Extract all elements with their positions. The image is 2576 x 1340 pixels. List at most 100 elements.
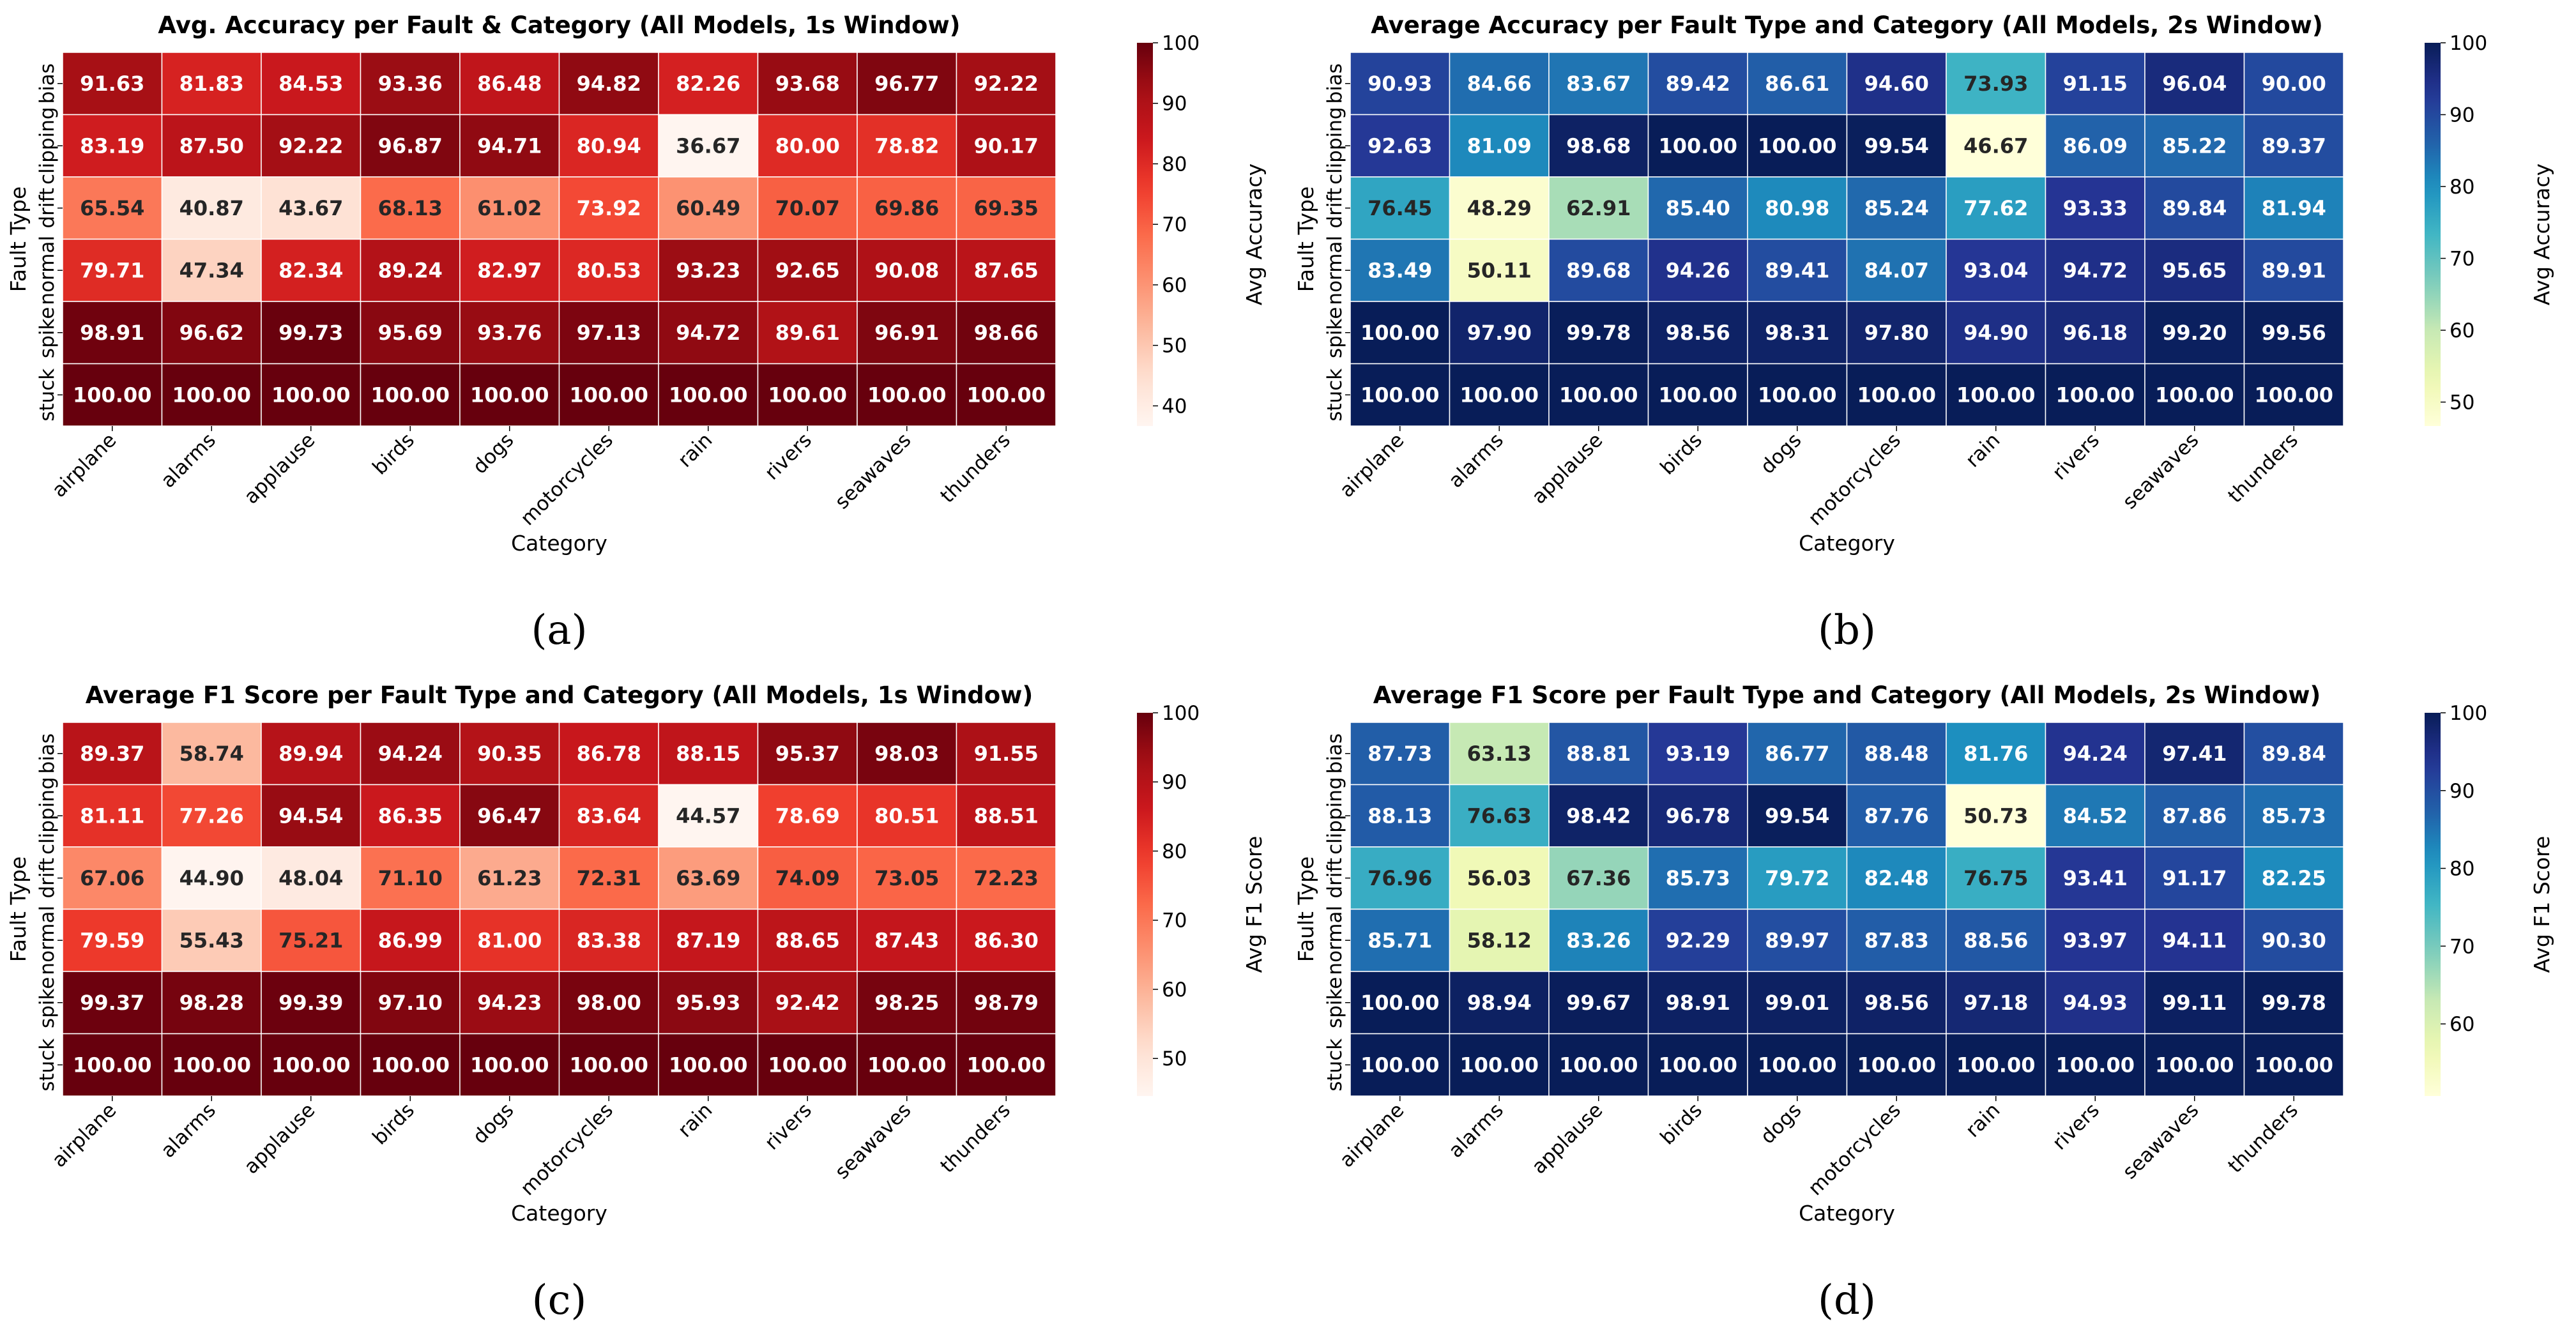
cell-value-label: 100.00: [1460, 383, 1539, 407]
cell-value-label: 80.00: [775, 133, 840, 158]
cell-value-label: 94.93: [2063, 991, 2128, 1015]
cell-value-label: 48.04: [278, 866, 343, 890]
colorbar: [2425, 43, 2441, 426]
heatmap-svg: Average Accuracy per Fault Type and Cate…: [1293, 11, 2554, 654]
y-tick-label: spike: [1323, 307, 1346, 358]
cell-value-label: 94.72: [676, 321, 740, 345]
colorbar-tick-label: 80: [2450, 176, 2474, 199]
cell-value-label: 87.76: [1864, 803, 1929, 828]
cell-value-label: 73.93: [1963, 72, 2028, 96]
y-tick-label: bias: [36, 63, 59, 103]
colorbar-tick-label: 100: [1162, 702, 1200, 725]
cell-value-label: 100.00: [867, 1053, 946, 1077]
cell-value-label: 98.31: [1765, 321, 1829, 345]
cell-value-label: 95.37: [775, 742, 840, 766]
x-tick-label: rain: [1962, 1099, 2005, 1142]
cell-value-label: 83.64: [577, 803, 641, 828]
y-axis-label: Fault Type: [6, 187, 31, 292]
heatmap-cell: [1946, 238, 2046, 302]
heatmap-svg: Average F1 Score per Fault Type and Cate…: [6, 681, 1267, 1324]
cell-value-label: 88.51: [974, 803, 1039, 828]
heatmap-cell: [658, 176, 759, 240]
heatmap-cell: [956, 722, 1056, 786]
cell-value-label: 89.84: [2262, 742, 2326, 766]
cell-value-label: 98.91: [80, 321, 144, 345]
heatmap-cell: [1548, 363, 1649, 427]
heatmap-cell: [1647, 363, 1748, 427]
cell-value-label: 80.98: [1765, 196, 1829, 220]
x-tick-label: rain: [1962, 429, 2005, 472]
heatmap-cell: [956, 301, 1056, 365]
cell-value-label: 86.48: [477, 72, 542, 96]
cell-value-label: 100.00: [172, 1053, 251, 1077]
heatmap-cell: [161, 176, 262, 240]
heatmap-cell: [956, 238, 1056, 302]
cell-value-label: 90.00: [2262, 72, 2326, 96]
cell-value-label: 100.00: [1857, 1053, 1936, 1077]
heatmap-cell: [1449, 176, 1550, 240]
x-tick-label: airplane: [48, 429, 121, 502]
cell-value-label: 93.76: [477, 321, 542, 345]
y-tick-label: bias: [1323, 733, 1346, 773]
heatmap-cell: [1946, 971, 2046, 1035]
colorbar-tick-label: 80: [1162, 840, 1187, 863]
x-tick-label: dogs: [468, 429, 518, 478]
heatmap-cell: [558, 363, 659, 427]
panel-c: Average F1 Score per Fault Type and Cate…: [0, 670, 1288, 1340]
heatmap-cell: [757, 971, 858, 1035]
cell-value-label: 99.67: [1566, 991, 1631, 1015]
x-tick-label: rain: [674, 429, 717, 472]
heatmap-cell: [459, 971, 560, 1035]
cell-value-label: 97.80: [1864, 321, 1929, 345]
panel-letter: (a): [531, 607, 587, 654]
heatmap-cell: [62, 1033, 163, 1097]
heatmap-cell: [658, 784, 759, 848]
cell-value-label: 83.26: [1566, 928, 1631, 952]
heatmap-cell: [757, 722, 858, 786]
colorbar-label: Avg Accuracy: [1242, 164, 1267, 305]
cell-value-label: 100.00: [967, 1053, 1046, 1077]
heatmap-cell: [1548, 114, 1649, 178]
heatmap-cell: [360, 971, 461, 1035]
colorbar: [1137, 43, 1153, 426]
colorbar-tick-label: 60: [1162, 274, 1187, 297]
y-tick-label: drift: [1323, 188, 1346, 229]
heatmap-cell: [2243, 722, 2344, 786]
heatmap-cell: [360, 846, 461, 910]
heatmap-cell: [558, 971, 659, 1035]
x-tick-label: rain: [674, 1099, 717, 1142]
cell-value-label: 100.00: [669, 1053, 747, 1077]
heatmap-cell: [2045, 363, 2145, 427]
cell-value-label: 100.00: [1659, 383, 1737, 407]
cell-value-label: 99.78: [1566, 321, 1631, 345]
cell-value-label: 92.29: [1666, 928, 1730, 952]
x-tick-label: dogs: [468, 1099, 518, 1148]
cell-value-label: 96.62: [179, 321, 244, 345]
cell-value-label: 73.92: [577, 196, 641, 220]
heatmap-cell: [757, 301, 858, 365]
cell-value-label: 81.11: [80, 803, 144, 828]
cell-value-label: 87.83: [1864, 928, 1929, 952]
cell-value-label: 68.13: [378, 196, 443, 220]
heatmap-cell: [1747, 784, 1848, 848]
cell-value-label: 58.12: [1467, 928, 1532, 952]
heatmap-cell: [1350, 784, 1451, 848]
cell-value-label: 91.17: [2162, 866, 2227, 890]
heatmap-cell: [2144, 176, 2245, 240]
cell-value-label: 94.82: [577, 72, 641, 96]
cell-value-label: 96.04: [2162, 72, 2227, 96]
x-tick-label: applause: [240, 429, 319, 508]
x-tick-label: motorcycles: [516, 1099, 618, 1200]
cell-value-label: 83.19: [80, 133, 144, 158]
heatmap-cell: [161, 722, 262, 786]
heatmap-cell: [558, 784, 659, 848]
heatmap-cell: [558, 114, 659, 178]
cell-value-label: 44.90: [179, 866, 244, 890]
cell-value-label: 100.00: [2255, 1053, 2333, 1077]
cell-value-label: 100.00: [73, 383, 151, 407]
y-tick-label: stuck: [1323, 1039, 1346, 1092]
cell-value-label: 87.43: [874, 928, 939, 952]
colorbar-tick-label: 60: [1162, 978, 1187, 1001]
heatmap-cell: [658, 301, 759, 365]
colorbar-label: Avg Accuracy: [2529, 164, 2554, 305]
